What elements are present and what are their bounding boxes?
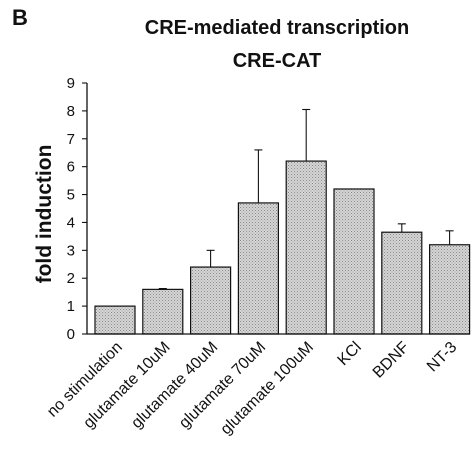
- y-tick-label: 9: [67, 75, 75, 92]
- category-label: glutamate 10uM: [80, 339, 173, 432]
- chart-title-line-1: CRE-mediated transcription: [145, 17, 409, 39]
- panel-letter: B: [12, 5, 28, 30]
- bar: [285, 160, 327, 335]
- y-axis-label: fold induction: [33, 145, 56, 284]
- category-label: glutamate 40uM: [128, 339, 221, 432]
- chart-title-line-2: CRE-CAT: [233, 50, 322, 72]
- bar: [190, 266, 232, 335]
- bar: [333, 188, 375, 335]
- y-tick-label: 6: [67, 159, 75, 176]
- bars: [94, 160, 471, 335]
- bar: [429, 244, 471, 335]
- y-tick-label: 4: [67, 214, 75, 231]
- category-label: glutamate 70uM: [176, 339, 269, 432]
- category-label: KCl: [335, 339, 365, 369]
- error-bars: [158, 108, 454, 290]
- y-tick-label: 0: [67, 326, 75, 343]
- y-axis-ticks: 0 1 2 3 4 5 6 7 8 9: [67, 75, 87, 343]
- bar: [237, 202, 279, 335]
- category-label: glutamate 100uM: [218, 339, 317, 438]
- y-tick-label: 7: [67, 131, 75, 148]
- bar: [381, 231, 423, 335]
- y-tick-label: 3: [67, 242, 75, 259]
- y-tick-label: 2: [67, 270, 75, 287]
- bar: [142, 288, 184, 335]
- y-tick-label: 5: [67, 187, 75, 204]
- category-label: NT-3: [424, 339, 461, 376]
- bar: [94, 305, 136, 335]
- y-tick-label: 8: [67, 103, 75, 120]
- category-label: BDNF: [370, 339, 413, 382]
- y-tick-label: 1: [67, 298, 75, 315]
